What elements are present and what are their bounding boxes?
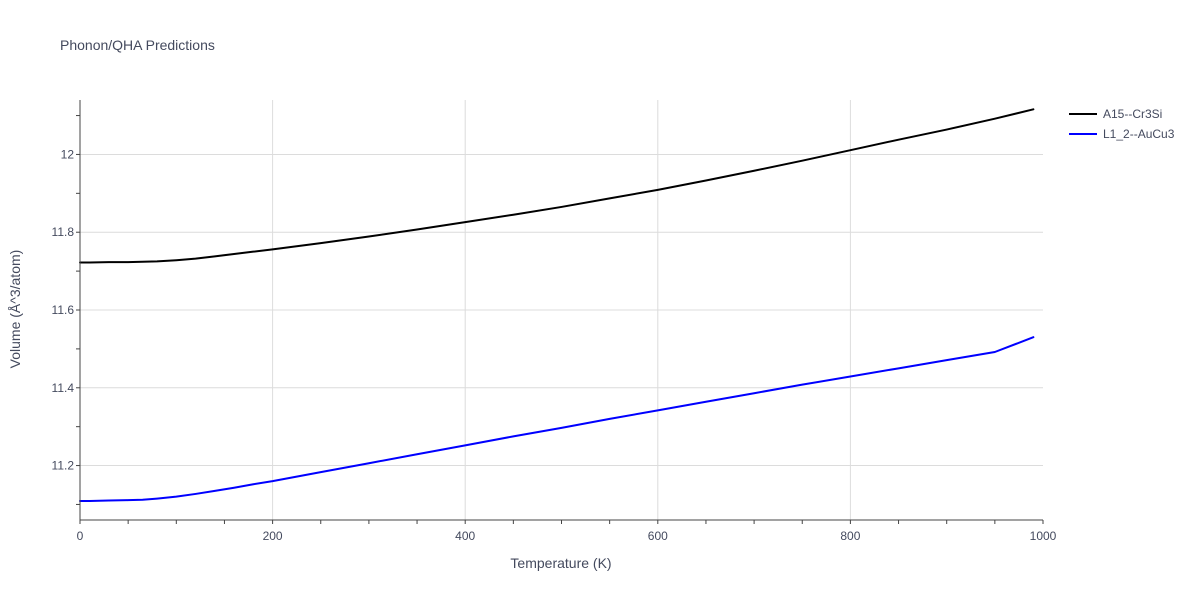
- x-tick-label: 600: [648, 529, 668, 543]
- y-tick-label: 11.4: [52, 381, 75, 395]
- legend-label: A15--Cr3Si: [1103, 107, 1162, 121]
- chart-title: Phonon/QHA Predictions: [60, 37, 215, 53]
- axes: [76, 100, 1044, 524]
- y-gridlines: [80, 153, 1043, 467]
- y-tick-label: 12: [61, 147, 75, 161]
- x-axis-title: Temperature (K): [510, 555, 611, 571]
- x-tick-label: 400: [455, 529, 475, 543]
- series-line-1: [79, 336, 1035, 502]
- y-tick-label: 11.2: [52, 459, 75, 473]
- y-tick-label: 11.6: [52, 303, 75, 317]
- y-axis-title: Volume (Å^3/atom): [7, 250, 23, 369]
- x-axis-ticks: 0 200 400 600 800 1000: [77, 529, 1057, 543]
- x-tick-label: 200: [263, 529, 283, 543]
- x-tick-label: 0: [77, 529, 84, 543]
- y-tick-label: 11.8: [52, 225, 75, 239]
- legend-item-0[interactable]: A15--Cr3Si: [1069, 107, 1162, 121]
- legend[interactable]: A15--Cr3Si L1_2--AuCu3: [1069, 107, 1175, 141]
- series-line-0: [79, 108, 1035, 264]
- x-tick-label: 800: [840, 529, 860, 543]
- series-layer: [79, 108, 1035, 502]
- legend-item-1[interactable]: L1_2--AuCu3: [1069, 127, 1175, 141]
- legend-label: L1_2--AuCu3: [1103, 127, 1175, 141]
- x-tick-label: 1000: [1030, 529, 1057, 543]
- y-axis-ticks: 11.2 11.4 11.6 11.8 12: [52, 147, 75, 472]
